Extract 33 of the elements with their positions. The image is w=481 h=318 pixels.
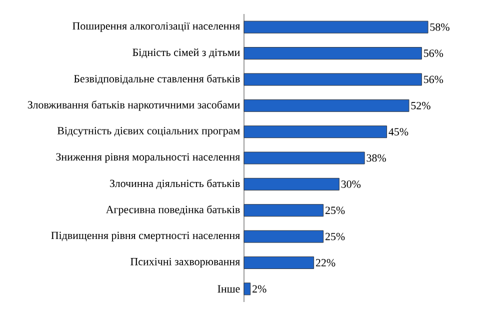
data-label: 45% xyxy=(388,128,408,136)
data-label: 38% xyxy=(366,154,386,162)
y-tick-label: Психічні захворювання xyxy=(130,258,240,268)
data-label: 25% xyxy=(325,206,345,214)
data-label: 52% xyxy=(411,102,430,110)
bar xyxy=(244,126,388,138)
y-tick-label: Безвідповідальне ставлення батьків xyxy=(74,74,240,84)
data-label: 25% xyxy=(325,232,345,240)
data-label: 56% xyxy=(424,76,444,84)
bar xyxy=(244,73,422,86)
y-tick-label: Злочинна діяльність батьків xyxy=(110,179,240,190)
data-label: 56% xyxy=(424,50,444,57)
y-tick-label: Поширення алкоголізації населення xyxy=(72,22,240,32)
bar xyxy=(244,178,340,190)
data-label: 30% xyxy=(341,180,361,188)
y-tick-label: Агресивна поведінка батьків xyxy=(106,205,240,216)
y-tick-label: Відсутність дієвих соціальних програм xyxy=(57,127,240,137)
y-tick-label: Зниження рівня моральності населення xyxy=(56,153,240,163)
bar xyxy=(244,230,324,243)
bar xyxy=(244,152,365,164)
bar xyxy=(244,47,422,60)
bar xyxy=(244,256,314,269)
y-tick-label: Бідність сімей з дітьми xyxy=(132,48,240,58)
y-tick-label: Зловживання батьків наркотичними засобами xyxy=(28,100,240,111)
data-label: 2% xyxy=(252,285,266,293)
bar xyxy=(244,99,410,112)
data-label: 58% xyxy=(430,23,450,31)
data-label: 22% xyxy=(316,259,336,266)
y-tick-label: Підвищення рівня смертності населення xyxy=(51,232,240,242)
bar xyxy=(244,204,324,217)
bar xyxy=(244,20,428,34)
y-tick-label: Інше xyxy=(218,285,240,293)
bar xyxy=(244,282,251,296)
